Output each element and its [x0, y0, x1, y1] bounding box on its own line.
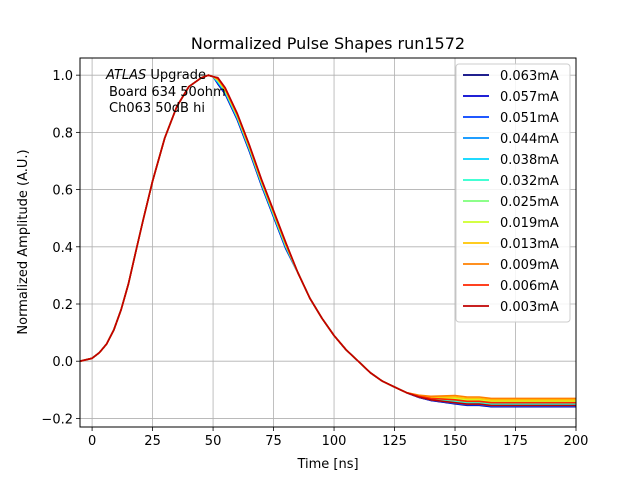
x-tick-label: 200: [564, 434, 589, 449]
legend-label: 0.003mA: [500, 300, 559, 315]
chart-title: Normalized Pulse Shapes run1572: [191, 34, 465, 53]
y-tick-label: 0.8: [52, 126, 73, 141]
legend-label: 0.019mA: [500, 216, 559, 231]
legend-box: [455, 63, 571, 323]
y-tick-label: 0.2: [52, 298, 73, 313]
y-tick-label: 0.4: [52, 241, 73, 256]
y-tick-label: −0.2: [41, 412, 73, 427]
legend-label: 0.013mA: [500, 237, 559, 252]
x-tick-label: 175: [503, 434, 528, 449]
x-tick-label: 125: [382, 434, 407, 449]
annotation-line-1: ATLAS Upgrade: [105, 68, 206, 83]
legend-label: 0.057mA: [500, 90, 559, 105]
x-axis-label: Time [ns]: [296, 457, 358, 472]
legend-label: 0.032mA: [500, 174, 559, 189]
y-tick-label: 1.0: [52, 69, 73, 84]
atlas-label: ATLAS: [105, 68, 146, 83]
x-axis-ticks: 0 25 50 75 100 125 150 175 200: [88, 427, 588, 449]
x-tick-label: 150: [443, 434, 468, 449]
x-tick-label: 100: [322, 434, 347, 449]
annotation-line-3: Ch063 50dB hi: [109, 101, 205, 116]
legend-label: 0.051mA: [500, 111, 559, 126]
series-lines: [79, 74, 576, 408]
legend-label: 0.063mA: [500, 69, 559, 84]
legend-label: 0.009mA: [500, 258, 559, 273]
x-tick-label: 50: [205, 434, 222, 449]
legend: 0.063mA 0.057mA 0.051mA 0.044mA 0.038mA 0.032…: [455, 63, 571, 323]
series-line-0.003mA: [79, 74, 576, 407]
plot-frame: [79, 57, 577, 428]
y-axis-label: Normalized Amplitude (A.U.): [16, 149, 31, 334]
annotation-upgrade: Upgrade: [146, 68, 206, 83]
x-tick-label: 75: [265, 434, 282, 449]
legend-label: 0.044mA: [500, 132, 559, 147]
y-tick-label: 0.6: [52, 184, 73, 199]
legend-label: 0.006mA: [500, 279, 559, 294]
legend-label: 0.038mA: [500, 153, 559, 168]
x-tick-label: 0: [88, 434, 96, 449]
legend-label: 0.025mA: [500, 195, 559, 210]
annotation-line-2: Board 634 50ohm: [109, 85, 226, 100]
y-tick-label: 0.0: [52, 355, 73, 370]
annotation-block: ATLAS Upgrade Board 634 50ohm Ch063 50dB…: [105, 68, 226, 116]
y-axis-ticks: −0.2 0.0 0.2 0.4 0.6 0.8 1.0: [41, 69, 80, 427]
x-tick-label: 25: [144, 434, 161, 449]
